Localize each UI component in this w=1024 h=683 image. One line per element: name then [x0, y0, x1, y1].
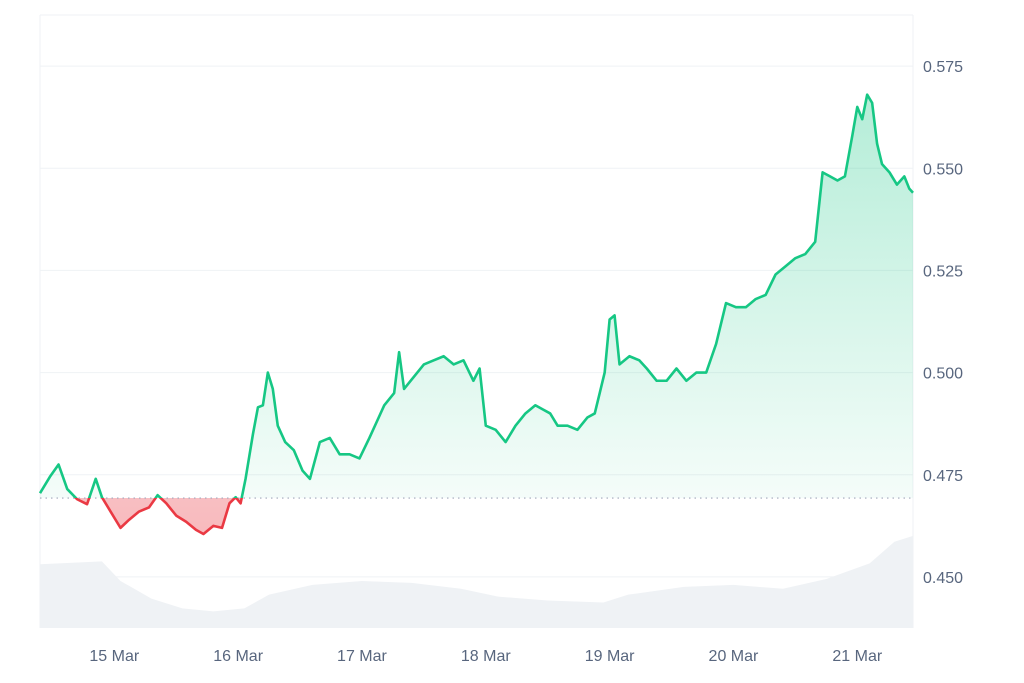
x-tick-label: 20 Mar	[709, 648, 759, 665]
y-axis: 0.450 0.475 0.500 0.525 0.550 0.575	[923, 59, 963, 587]
x-tick-label: 17 Mar	[337, 648, 387, 665]
price-line-down	[74, 498, 244, 536]
price-line-up	[38, 93, 914, 499]
price-lines	[38, 93, 914, 536]
y-tick-label: 0.500	[923, 366, 963, 383]
y-tick-label: 0.525	[923, 263, 963, 280]
volume-area-shape	[40, 535, 913, 628]
y-tick-label: 0.450	[923, 570, 963, 587]
x-tick-label: 18 Mar	[461, 648, 511, 665]
x-tick-label: 15 Mar	[89, 648, 139, 665]
price-fill-areas	[40, 94, 913, 535]
y-tick-label: 0.550	[923, 161, 963, 178]
down-fill-area	[75, 498, 242, 535]
x-tick-label: 19 Mar	[585, 648, 635, 665]
x-axis: 15 Mar 16 Mar 17 Mar 18 Mar 19 Mar 20 Mar 21 M…	[89, 648, 882, 665]
y-tick-label: 0.475	[923, 468, 963, 485]
up-fill-area	[40, 94, 913, 499]
x-tick-label: 16 Mar	[213, 648, 263, 665]
x-tick-label: 21 Mar	[832, 648, 882, 665]
y-tick-label: 0.575	[923, 59, 963, 76]
volume-area	[40, 535, 913, 628]
